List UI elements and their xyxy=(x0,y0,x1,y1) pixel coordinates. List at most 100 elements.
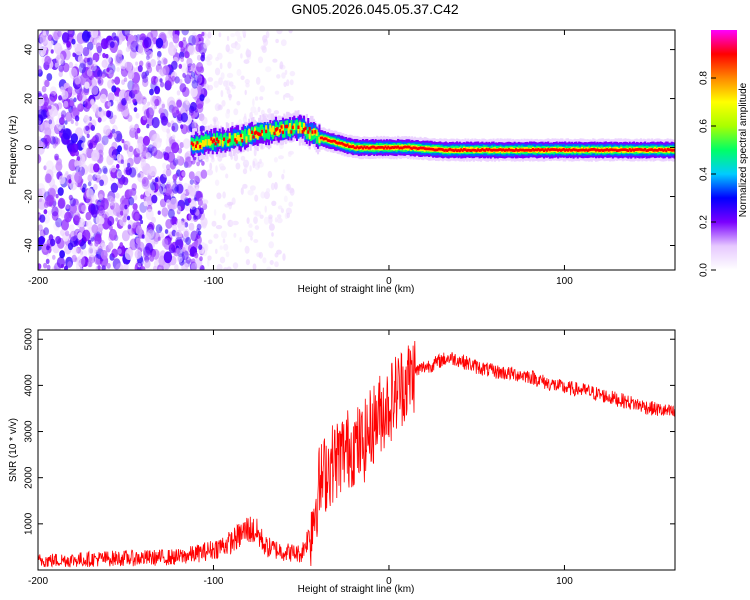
noise-cell xyxy=(57,187,64,196)
snr-ylabel: SNR (10 * v/v) xyxy=(8,418,19,482)
noise-cell xyxy=(104,197,109,204)
ridge-cell xyxy=(632,149,635,152)
ridge-cell xyxy=(308,126,311,131)
ridge-cell xyxy=(500,148,503,152)
ridge-cell xyxy=(412,146,415,149)
noise-cell xyxy=(122,216,127,223)
ridge-cell xyxy=(444,148,447,152)
noise-cell xyxy=(201,221,207,229)
ridge-cell xyxy=(288,123,291,130)
ridge-cell xyxy=(371,145,374,149)
noise-cell xyxy=(160,115,168,126)
noise-cell xyxy=(228,93,232,101)
noise-cell xyxy=(56,53,64,65)
noise-cell xyxy=(269,260,274,265)
ridge-cell xyxy=(536,148,539,152)
noise-cell xyxy=(146,124,150,129)
noise-cell xyxy=(111,128,116,134)
noise-cell xyxy=(189,187,196,197)
ridge-cell xyxy=(220,133,223,144)
ridge-cell xyxy=(437,147,440,151)
noise-cell xyxy=(200,169,208,179)
ridge-cell xyxy=(589,148,592,151)
noise-cell xyxy=(273,157,278,163)
ridge-cell xyxy=(545,149,548,152)
ridge-cell xyxy=(478,149,481,152)
noise-cell xyxy=(237,35,242,43)
ridge-cell xyxy=(224,132,227,143)
ridge-cell xyxy=(661,148,664,151)
noise-cell xyxy=(146,169,151,176)
noise-cell xyxy=(135,237,141,245)
ridge-cell xyxy=(423,147,426,150)
ridge-cell xyxy=(646,149,649,152)
noise-cell xyxy=(229,81,234,87)
noise-cell xyxy=(66,41,71,48)
ridge-cell xyxy=(367,146,370,150)
noise-cell xyxy=(90,124,96,131)
ridge-cell xyxy=(510,148,513,152)
noise-cell xyxy=(171,60,178,70)
noise-cell xyxy=(43,165,47,171)
noise-cell xyxy=(132,98,136,104)
ridge-cell xyxy=(245,136,248,143)
ridge-cell xyxy=(347,145,350,148)
ridge-cell xyxy=(639,148,642,151)
ridge-cell xyxy=(666,148,669,151)
noise-cell xyxy=(108,241,114,250)
ridge-cell xyxy=(460,148,463,151)
ridge-cell xyxy=(253,127,256,134)
ridge-cell xyxy=(411,147,414,150)
ridge-cell xyxy=(623,148,626,151)
noise-cell xyxy=(44,173,52,184)
ridge-cell xyxy=(512,149,515,152)
noise-cell xyxy=(69,67,78,80)
ridge-cell xyxy=(458,149,461,153)
ridge-cell xyxy=(548,148,551,152)
ridge-cell xyxy=(498,148,501,151)
noise-cell xyxy=(111,165,117,173)
noise-cell xyxy=(177,199,186,212)
ridge-cell xyxy=(670,149,673,152)
noise-cell xyxy=(217,52,223,60)
ridge-cell xyxy=(201,140,204,147)
noise-cell xyxy=(41,85,47,93)
noise-cell xyxy=(190,230,199,242)
noise-cell xyxy=(225,251,230,258)
ridge-cell xyxy=(241,133,244,141)
noise-cell xyxy=(288,30,293,34)
noise-cell xyxy=(191,112,196,119)
ridge-cell xyxy=(346,143,349,147)
noise-cell xyxy=(268,223,275,231)
noise-cell xyxy=(250,236,253,241)
ridge-cell xyxy=(401,146,404,150)
ridge-cell xyxy=(361,146,364,150)
noise-cell xyxy=(87,174,93,182)
noise-cell xyxy=(151,248,160,260)
noise-cell xyxy=(107,216,115,226)
ridge-cell xyxy=(595,148,598,152)
noise-cell xyxy=(176,219,183,228)
noise-cell xyxy=(38,140,43,149)
noise-cell xyxy=(196,160,201,167)
ridge-cell xyxy=(562,148,565,151)
noise-cell xyxy=(239,236,242,243)
noise-cell xyxy=(254,225,260,231)
ridge-cell xyxy=(305,129,308,140)
noise-cell xyxy=(240,155,246,161)
noise-cell xyxy=(124,204,128,210)
noise-cell xyxy=(115,217,119,222)
noise-cell xyxy=(61,90,69,100)
ridge-cell xyxy=(256,131,259,136)
noise-cell xyxy=(148,165,157,177)
noise-cell xyxy=(220,90,224,98)
noise-cell xyxy=(87,41,94,51)
noise-cell xyxy=(98,193,104,201)
noise-cell xyxy=(44,127,52,137)
ridge-cell xyxy=(290,120,293,131)
noise-cell xyxy=(240,187,244,195)
noise-cell xyxy=(287,151,292,157)
noise-cell xyxy=(50,49,54,54)
noise-cell xyxy=(145,152,151,160)
ridge-cell xyxy=(638,148,641,151)
